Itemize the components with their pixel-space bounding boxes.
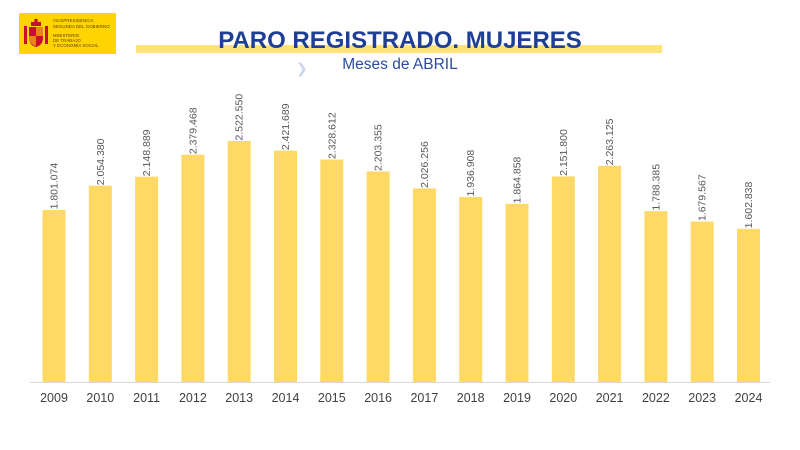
x-tick-label: 2018 [457,391,485,405]
data-label: 2.421.689 [280,103,292,150]
logo-text: VICEPRESIDENCIA SEGUNDA DEL GOBIERNO MIN… [53,18,110,48]
bar-2020 [551,176,575,382]
title-underline [136,45,662,53]
coat-of-arms-icon [24,18,48,47]
x-tick-label: 2022 [642,391,670,405]
data-label: 2.026.256 [419,141,431,188]
x-tick-label: 2011 [133,391,160,405]
x-tick-label: 2020 [549,391,577,405]
data-label: 2.151.800 [558,129,570,176]
bar-2023 [690,221,714,382]
bar-2018 [459,196,483,382]
data-label: 2.328.612 [326,112,338,159]
bar-2022 [644,211,668,382]
data-label: 1.788.385 [650,164,662,211]
logo-line: SEGUNDA DEL GOBIERNO [53,23,110,29]
x-tick-label: 2021 [596,391,624,405]
bar-2014 [274,150,297,382]
bar-2015 [320,159,344,382]
x-tick-label: 2013 [225,391,253,405]
chart-title: PARO REGISTRADO. MUJERES [218,27,582,54]
x-tick-label: 2015 [318,391,346,405]
bar-2013 [227,141,251,382]
bar-2010 [88,185,112,382]
logo-line: DE TRABAJO [53,38,81,44]
data-label: 1.801.074 [49,163,61,210]
x-tick-label: 2014 [272,391,300,405]
bar-2012 [181,154,205,382]
bar-2011 [135,176,159,382]
data-label: 1.936.908 [465,150,477,197]
data-label: 2.263.125 [604,118,616,165]
x-tick-label: 2017 [410,391,438,405]
logo-line: VICEPRESIDENCIA [53,18,94,24]
data-label: 2.203.355 [373,124,385,171]
x-tick-label: 2023 [688,391,716,405]
data-label: 2.054.380 [95,138,107,185]
x-tick-label: 2016 [364,391,392,405]
x-tick-label: 2019 [503,391,531,405]
bar-2016 [366,171,390,382]
x-tick-label: 2012 [179,391,207,405]
data-label: 2.379.468 [187,107,199,154]
x-tick-label: 2009 [40,391,68,405]
data-label: 1.679.567 [697,174,709,221]
bar-2021 [598,165,622,382]
bar-2017 [412,188,436,382]
data-label: 1.864.858 [512,156,524,203]
bar-2019 [505,203,529,382]
data-label: 2.148.889 [141,129,153,176]
logo-line: MINISTERIO [53,32,80,38]
bar-2009 [42,209,66,382]
x-tick-label: 2010 [86,391,114,405]
chart-subtitle: Meses de ABRIL [342,56,458,73]
bar-2024 [737,228,760,382]
data-label: 2.522.550 [234,94,246,141]
x-tick-label: 2024 [735,391,763,405]
data-label: 1.602.838 [743,181,755,228]
chevron-right-icon: ❯ [296,60,308,76]
government-logo: VICEPRESIDENCIA SEGUNDA DEL GOBIERNO MIN… [19,13,116,54]
logo-line: Y ECONOMÍA SOCIAL [53,43,99,49]
